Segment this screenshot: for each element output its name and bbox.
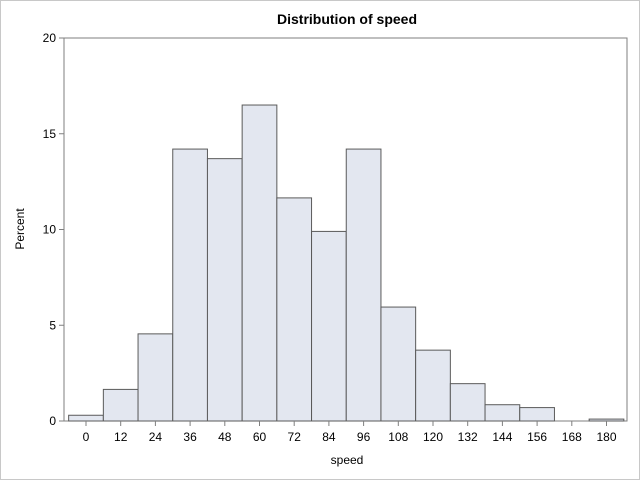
x-tick-label: 12 [114, 430, 128, 444]
bar-84 [311, 230, 347, 422]
bars-group [68, 104, 625, 422]
x-tick-label: 108 [388, 430, 408, 444]
bar-60 [241, 104, 278, 422]
x-tick-label: 156 [527, 430, 547, 444]
y-tick-label: 0 [49, 414, 56, 428]
bar-144 [484, 404, 521, 422]
bar-72 [276, 197, 313, 422]
bar-120 [415, 349, 451, 422]
y-tick-label: 5 [49, 318, 56, 332]
bar-180 [588, 418, 625, 422]
bar-108 [380, 306, 417, 422]
bar-24 [137, 333, 174, 422]
x-tick-label: 180 [596, 430, 616, 444]
x-tick-label: 0 [83, 430, 90, 444]
y-axis-label: Percent [13, 208, 27, 250]
x-tick-label: 72 [288, 430, 302, 444]
y-tick-label: 20 [43, 31, 57, 45]
x-tick-label: 132 [458, 430, 478, 444]
bar-96 [345, 148, 382, 422]
x-tick-label: 144 [492, 430, 512, 444]
bar-12 [102, 388, 139, 422]
x-tick-label: 36 [183, 430, 197, 444]
x-tick-label: 60 [253, 430, 267, 444]
x-axis-label: speed [331, 453, 364, 467]
x-tick-label: 96 [357, 430, 371, 444]
y-tick-label: 15 [43, 127, 57, 141]
x-tick-label: 48 [218, 430, 232, 444]
y-tick-label: 10 [43, 223, 57, 237]
bar-0 [68, 414, 104, 422]
x-tick-label: 120 [423, 430, 443, 444]
x-tick-label: 84 [322, 430, 336, 444]
bar-36 [172, 148, 208, 422]
y-axis: 0 5 10 15 20 [43, 31, 64, 428]
bar-132 [449, 383, 486, 422]
x-tick-label: 24 [149, 430, 163, 444]
bar-48 [206, 158, 243, 422]
x-axis: 0 12 24 36 48 60 72 84 96 108 120 132 144 156 168 180 [83, 421, 617, 444]
bar-156 [519, 407, 555, 422]
x-tick-label: 168 [562, 430, 582, 444]
chart-title: Distribution of speed [277, 11, 417, 27]
